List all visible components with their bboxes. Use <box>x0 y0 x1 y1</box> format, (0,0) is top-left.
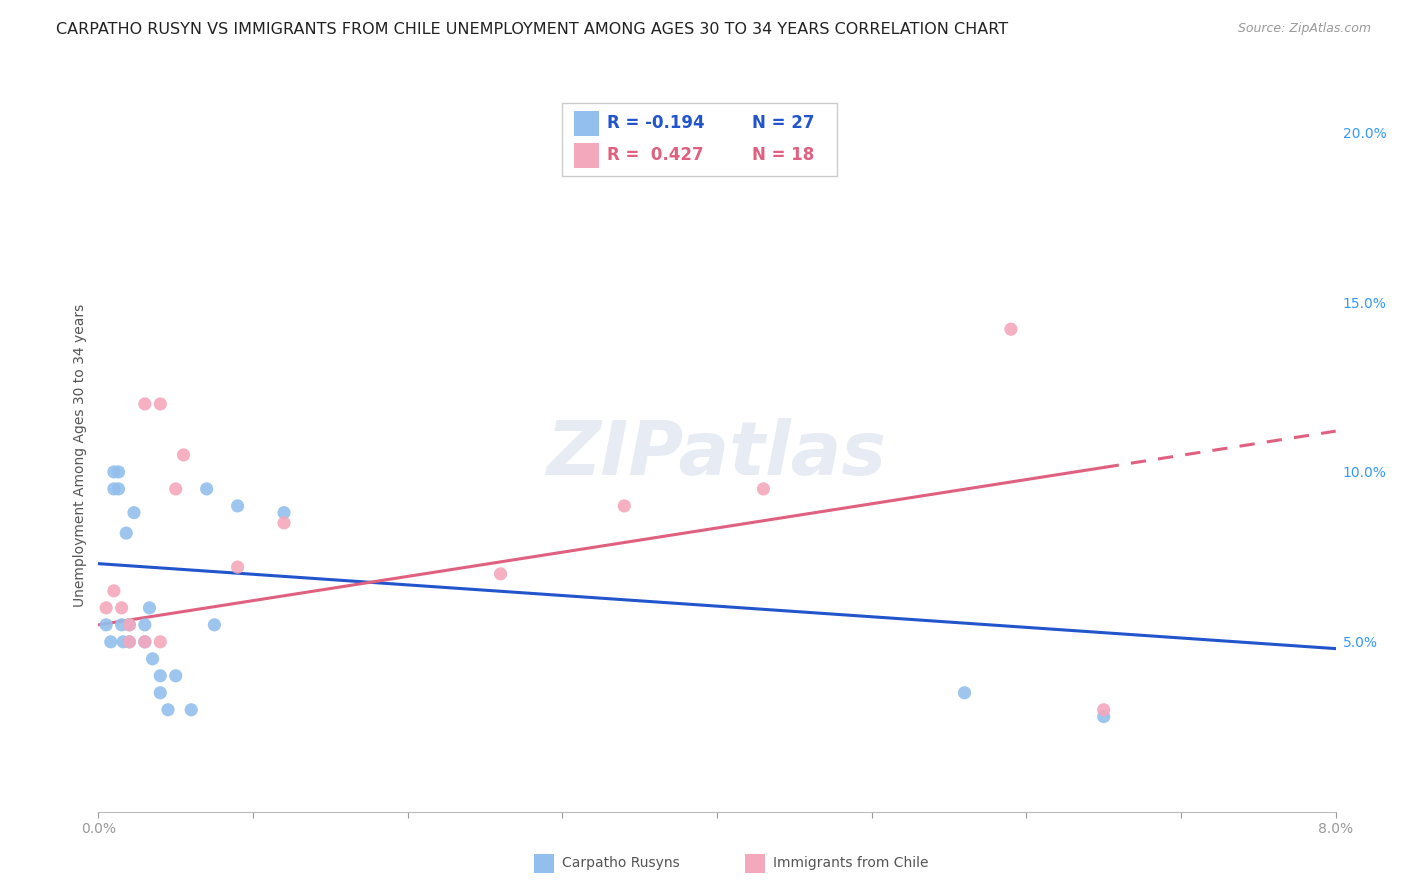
Point <box>100 635 122 649</box>
Point <box>149 397 172 411</box>
Point <box>1092 709 1115 723</box>
Point <box>195 482 218 496</box>
Text: N = 27: N = 27 <box>752 114 814 132</box>
Point <box>111 617 134 632</box>
Point <box>118 635 141 649</box>
Point <box>134 397 156 411</box>
Text: N = 18: N = 18 <box>752 146 814 164</box>
Point <box>149 669 172 683</box>
Point <box>134 617 156 632</box>
Point <box>204 617 226 632</box>
Point <box>138 600 160 615</box>
Point <box>118 635 141 649</box>
Point <box>111 600 134 615</box>
Point <box>1000 322 1022 336</box>
Point <box>107 465 129 479</box>
Point <box>226 560 249 574</box>
Point <box>157 703 180 717</box>
Point <box>96 600 118 615</box>
Y-axis label: Unemployment Among Ages 30 to 34 years: Unemployment Among Ages 30 to 34 years <box>73 303 87 607</box>
Point <box>226 499 249 513</box>
Text: R = -0.194: R = -0.194 <box>607 114 704 132</box>
Text: R =  0.427: R = 0.427 <box>607 146 704 164</box>
Point <box>273 506 295 520</box>
Point <box>103 482 125 496</box>
Text: CARPATHO RUSYN VS IMMIGRANTS FROM CHILE UNEMPLOYMENT AMONG AGES 30 TO 34 YEARS C: CARPATHO RUSYN VS IMMIGRANTS FROM CHILE … <box>56 22 1008 37</box>
Text: Carpatho Rusyns: Carpatho Rusyns <box>562 856 681 871</box>
Point <box>273 516 295 530</box>
Point <box>613 499 636 513</box>
Point <box>752 482 775 496</box>
Point <box>115 526 138 541</box>
Point <box>953 686 976 700</box>
Point <box>96 617 118 632</box>
Point <box>180 703 202 717</box>
Point <box>165 669 187 683</box>
Point <box>134 635 156 649</box>
Point <box>1092 703 1115 717</box>
Point <box>142 652 165 666</box>
Point <box>172 448 194 462</box>
Point <box>134 635 156 649</box>
Point <box>489 566 512 581</box>
Point <box>122 506 145 520</box>
Point <box>112 635 135 649</box>
Point <box>118 617 141 632</box>
Point <box>103 583 125 598</box>
Point <box>118 617 141 632</box>
Text: ZIPatlas: ZIPatlas <box>547 418 887 491</box>
Point <box>149 686 172 700</box>
Point <box>165 482 187 496</box>
Point <box>149 635 172 649</box>
Point <box>107 482 129 496</box>
Text: Source: ZipAtlas.com: Source: ZipAtlas.com <box>1237 22 1371 36</box>
Text: Immigrants from Chile: Immigrants from Chile <box>773 856 929 871</box>
Point <box>103 465 125 479</box>
